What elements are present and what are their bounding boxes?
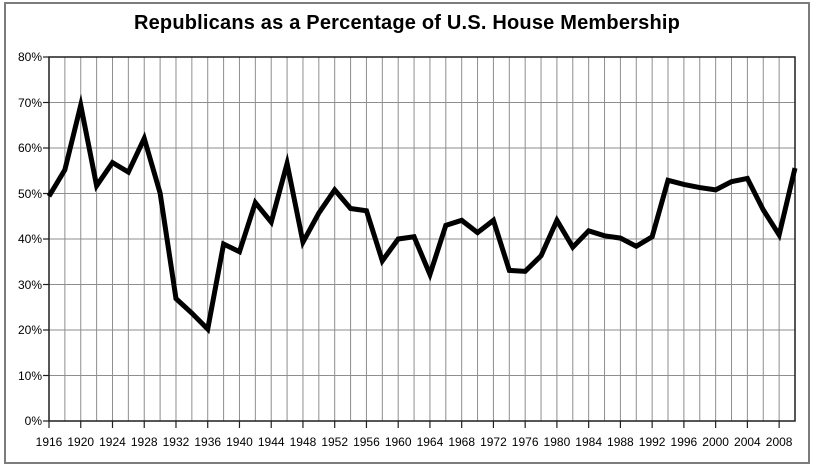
x-axis-tick-label: 1932: [162, 435, 190, 449]
y-axis-tick-label: 10%: [17, 368, 42, 383]
y-axis-tick-label: 60%: [17, 141, 42, 155]
y-axis-tick-label: 40%: [17, 232, 42, 246]
x-axis-tick-label: 2000: [702, 435, 729, 449]
x-axis-tick-label: 1984: [575, 435, 602, 449]
x-axis-tick-label: 1996: [670, 435, 698, 449]
x-axis-tick-label: 1972: [480, 435, 507, 449]
data-series-line: [46, 93, 798, 335]
x-axis-tick-label: 1940: [226, 435, 253, 449]
y-axis-tick-label: 0%: [24, 414, 42, 428]
x-axis-tick-label: 1936: [194, 435, 222, 449]
x-axis-tick-label: 1956: [353, 435, 380, 449]
x-axis-tick-label: 1964: [416, 435, 444, 449]
y-axis-tick-label: 80%: [17, 50, 42, 64]
y-axis-tick-label: 50%: [17, 186, 42, 201]
x-axis-tick-label: 1920: [67, 435, 95, 449]
chart-title: Republicans as a Percentage of U.S. Hous…: [133, 12, 681, 34]
x-axis-tick-label: 1968: [448, 435, 476, 449]
line-chart-canvas: [43, 56, 798, 428]
chart-window: Republicans as a Percentage of U.S. Hous…: [4, 2, 810, 464]
x-axis-tick-label: 1928: [130, 435, 158, 449]
y-axis-tick-label: 20%: [17, 323, 42, 337]
y-axis-tick-label: 30%: [17, 277, 42, 292]
x-axis-tick-label: 1992: [638, 435, 666, 449]
x-axis-tick-label: 1960: [384, 435, 412, 449]
x-axis-tick-label: 1980: [543, 435, 571, 449]
x-axis-tick-label: 1988: [607, 435, 634, 449]
x-axis-tick-label: 2004: [734, 435, 761, 449]
y-axis-tick-label: 70%: [17, 95, 42, 110]
x-axis-tick-label: 1976: [511, 435, 539, 449]
x-axis-tick-label: 1916: [35, 435, 63, 449]
x-axis-tick-label: 2008: [765, 435, 793, 449]
x-axis-tick-label: 1924: [99, 435, 126, 449]
x-axis-tick-label: 1944: [257, 435, 285, 449]
x-axis-tick-label: 1952: [321, 435, 349, 449]
x-axis-tick-label: 1948: [289, 435, 317, 449]
